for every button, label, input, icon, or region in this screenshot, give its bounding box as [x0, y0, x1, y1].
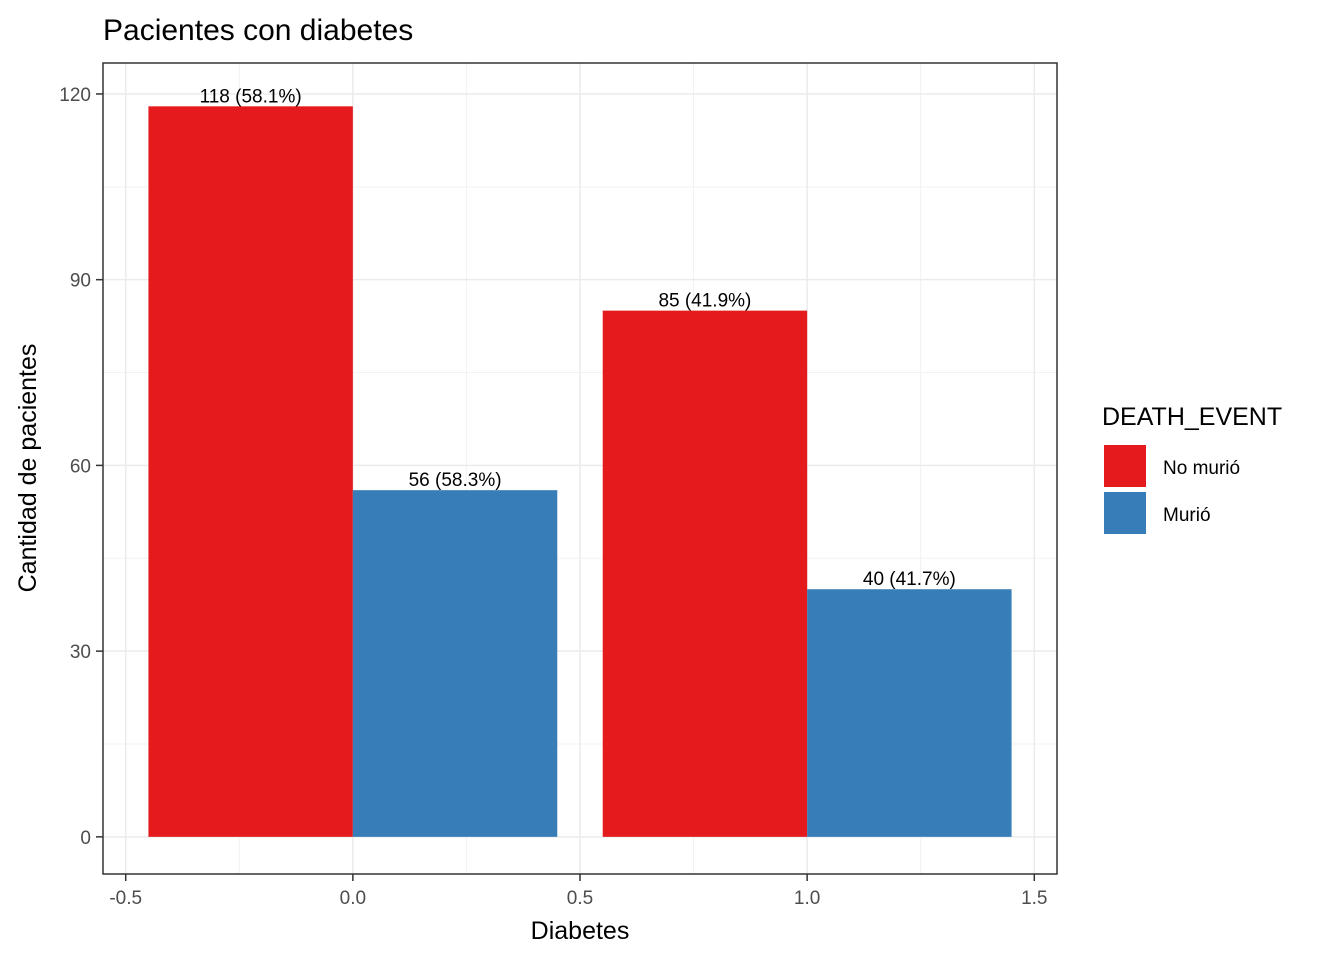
chart-title: Pacientes con diabetes	[103, 14, 413, 47]
x-axis-title: Diabetes	[531, 917, 630, 945]
y-tick-label: 0	[80, 828, 91, 849]
data-label: 56 (58.3%)	[409, 470, 502, 491]
x-tick-label: -0.5	[109, 888, 142, 909]
x-axis: -0.5 0.0 0.5 1.0 1.5	[109, 874, 1047, 909]
y-axis-title: Cantidad de pacientes	[14, 344, 42, 593]
bars	[148, 106, 1012, 837]
x-tick-label: 1.5	[1021, 888, 1047, 909]
y-axis: 0 30 60 90 120	[59, 85, 103, 849]
bar	[602, 310, 808, 837]
legend-items: No murió Murió	[1104, 445, 1240, 534]
legend: DEATH_EVENT No murió Murió	[1102, 403, 1282, 534]
bar	[352, 490, 558, 837]
y-tick-label: 30	[70, 642, 91, 663]
x-tick-label: 1.0	[794, 888, 820, 909]
data-label: 85 (41.9%)	[658, 291, 751, 312]
legend-swatch	[1104, 445, 1146, 487]
legend-title: DEATH_EVENT	[1102, 403, 1282, 431]
y-tick-label: 60	[70, 456, 91, 477]
legend-label: No murió	[1163, 458, 1240, 479]
bar	[148, 106, 353, 837]
data-labels: 118 (58.1%) 56 (58.3%) 85 (41.9%) 40 (41.7%…	[200, 86, 956, 590]
legend-swatch	[1104, 492, 1146, 534]
data-label: 118 (58.1%)	[200, 86, 302, 107]
bar	[807, 589, 1012, 837]
x-tick-label: 0.0	[340, 888, 366, 909]
y-tick-label: 90	[70, 271, 91, 292]
y-tick-label: 120	[59, 85, 91, 106]
data-label: 40 (41.7%)	[863, 569, 956, 590]
x-tick-label: 0.5	[567, 888, 593, 909]
legend-label: Murió	[1163, 505, 1211, 526]
